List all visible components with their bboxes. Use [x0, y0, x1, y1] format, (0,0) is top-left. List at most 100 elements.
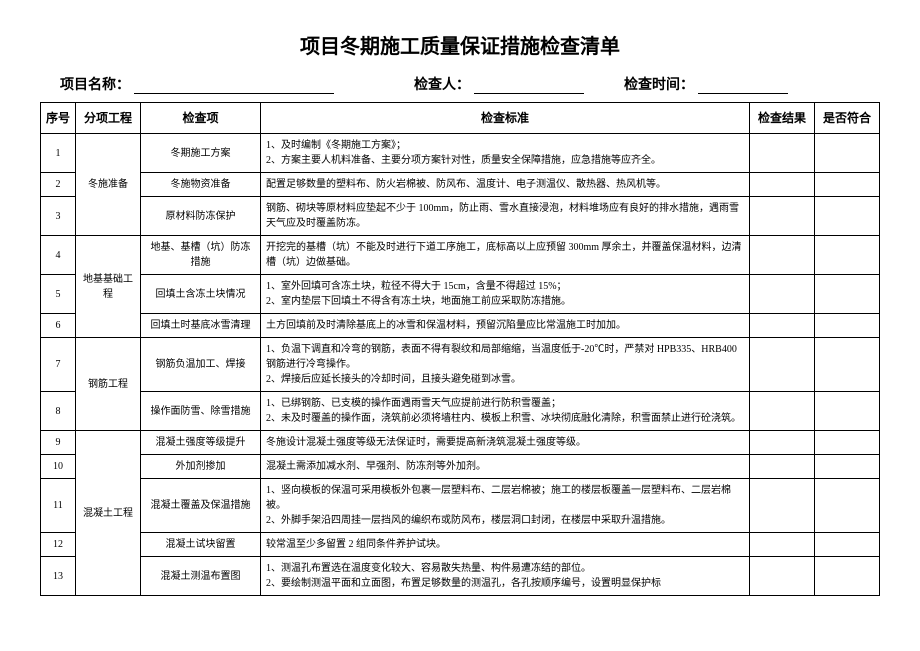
- seq-cell: 10: [41, 455, 76, 479]
- table-row: 11 混凝土覆盖及保温措施1、竖向模板的保温可采用模板外包裹一层塑料布、二层岩棉被…: [41, 479, 880, 533]
- conform-cell: [815, 557, 880, 596]
- conform-cell: [815, 392, 880, 431]
- item-cell: 地基、基槽（坑）防冻措施: [141, 236, 261, 275]
- item-cell: 回填土含冻土块情况: [141, 275, 261, 314]
- result-cell: [750, 173, 815, 197]
- table-body: 1冬施准备冬期施工方案1、及时编制《冬期施工方案》；2、方案主要人机料准备、主要…: [41, 134, 880, 596]
- project-name-line: [134, 93, 334, 94]
- item-cell: 回填土时基底冰雪清理: [141, 314, 261, 338]
- seq-cell: 2: [41, 173, 76, 197]
- result-cell: [750, 134, 815, 173]
- table-row: 12 混凝土试块留置较常温至少多留置 2 组同条件养护试块。: [41, 533, 880, 557]
- item-cell: 混凝土强度等级提升: [141, 431, 261, 455]
- seq-cell: 4: [41, 236, 76, 275]
- project-name-label: 项目名称：: [60, 74, 130, 94]
- standard-cell: 开挖完的基槽（坑）不能及时进行下道工序施工，底标高以上应预留 300mm 厚余土…: [261, 236, 750, 275]
- result-cell: [750, 431, 815, 455]
- item-cell: 混凝土覆盖及保温措施: [141, 479, 261, 533]
- result-cell: [750, 455, 815, 479]
- standard-cell: 配置足够数量的塑料布、防火岩棉被、防风布、温度计、电子测温仪、散热器、热风机等。: [261, 173, 750, 197]
- result-cell: [750, 338, 815, 392]
- item-cell: 操作面防雪、除雪措施: [141, 392, 261, 431]
- category-cell: 冬施准备: [76, 134, 141, 236]
- item-cell: 冬期施工方案: [141, 134, 261, 173]
- table-row: 1冬施准备冬期施工方案1、及时编制《冬期施工方案》；2、方案主要人机料准备、主要…: [41, 134, 880, 173]
- result-cell: [750, 479, 815, 533]
- table-row: 7钢筋工程钢筋负温加工、焊接1、负温下调直和冷弯的钢筋，表面不得有裂纹和局部缩缩…: [41, 338, 880, 392]
- seq-cell: 8: [41, 392, 76, 431]
- standard-cell: 钢筋、砌块等原材料应垫起不少于 100mm，防止雨、雪水直接浸泡，材料堆场应有良…: [261, 197, 750, 236]
- item-cell: 冬施物资准备: [141, 173, 261, 197]
- item-cell: 外加剂掺加: [141, 455, 261, 479]
- seq-cell: 11: [41, 479, 76, 533]
- standard-cell: 1、测温孔布置选在温度变化较大、容易散失热量、构件易遭冻结的部位。2、要绘制测温…: [261, 557, 750, 596]
- category-cell: 混凝土工程: [76, 431, 141, 596]
- conform-cell: [815, 455, 880, 479]
- seq-cell: 12: [41, 533, 76, 557]
- standard-cell: 冬施设计混凝土强度等级无法保证时，需要提高新浇筑混凝土强度等级。: [261, 431, 750, 455]
- project-name-field: 项目名称：: [60, 74, 334, 94]
- inspect-time-label: 检查时间：: [624, 74, 694, 94]
- conform-cell: [815, 533, 880, 557]
- category-cell: 钢筋工程: [76, 338, 141, 431]
- seq-cell: 9: [41, 431, 76, 455]
- table-row: 8 操作面防雪、除雪措施1、已绑钢筋、已支模的操作面遇雨雪天气应提前进行防积雪覆盖…: [41, 392, 880, 431]
- conform-cell: [815, 236, 880, 275]
- standard-cell: 较常温至少多留置 2 组同条件养护试块。: [261, 533, 750, 557]
- item-cell: 钢筋负温加工、焊接: [141, 338, 261, 392]
- col-item-header: 检查项: [141, 103, 261, 134]
- standard-cell: 1、及时编制《冬期施工方案》；2、方案主要人机料准备、主要分项方案针对性，质量安…: [261, 134, 750, 173]
- col-seq-header: 序号: [41, 103, 76, 134]
- conform-cell: [815, 275, 880, 314]
- inspect-time-line: [698, 93, 788, 94]
- checklist-table: 序号 分项工程 检查项 检查标准 检查结果 是否符合 1冬施准备冬期施工方案1、…: [40, 102, 880, 596]
- table-row: 10 外加剂掺加混凝土需添加减水剂、早强剂、防冻剂等外加剂。: [41, 455, 880, 479]
- conform-cell: [815, 479, 880, 533]
- result-cell: [750, 392, 815, 431]
- seq-cell: 1: [41, 134, 76, 173]
- col-category-header: 分项工程: [76, 103, 141, 134]
- col-result-header: 检查结果: [750, 103, 815, 134]
- header-row: 项目名称： 检查人： 检查时间：: [40, 74, 880, 94]
- col-standard-header: 检查标准: [261, 103, 750, 134]
- conform-cell: [815, 197, 880, 236]
- result-cell: [750, 557, 815, 596]
- col-conform-header: 是否符合: [815, 103, 880, 134]
- result-cell: [750, 314, 815, 338]
- page-title: 项目冬期施工质量保证措施检查清单: [40, 30, 880, 59]
- standard-cell: 1、室外回填可含冻土块，粒径不得大于 15cm，含量不得超过 15%；2、室内垫…: [261, 275, 750, 314]
- table-row: 2 冬施物资准备配置足够数量的塑料布、防火岩棉被、防风布、温度计、电子测温仪、散热…: [41, 173, 880, 197]
- seq-cell: 6: [41, 314, 76, 338]
- standard-cell: 1、已绑钢筋、已支模的操作面遇雨雪天气应提前进行防积雪覆盖；2、未及时覆盖的操作…: [261, 392, 750, 431]
- conform-cell: [815, 173, 880, 197]
- table-row: 4地基基础工程地基、基槽（坑）防冻措施开挖完的基槽（坑）不能及时进行下道工序施工…: [41, 236, 880, 275]
- standard-cell: 1、负温下调直和冷弯的钢筋，表面不得有裂纹和局部缩缩，当温度低于-20℃时，严禁…: [261, 338, 750, 392]
- result-cell: [750, 236, 815, 275]
- item-cell: 混凝土试块留置: [141, 533, 261, 557]
- standard-cell: 土方回填前及时清除基底上的冰雪和保温材料，预留沉陷量应比常温施工时加加。: [261, 314, 750, 338]
- item-cell: 混凝土测温布置图: [141, 557, 261, 596]
- seq-cell: 5: [41, 275, 76, 314]
- seq-cell: 3: [41, 197, 76, 236]
- conform-cell: [815, 431, 880, 455]
- table-row: 9混凝土工程混凝土强度等级提升冬施设计混凝土强度等级无法保证时，需要提高新浇筑混…: [41, 431, 880, 455]
- item-cell: 原材料防冻保护: [141, 197, 261, 236]
- seq-cell: 13: [41, 557, 76, 596]
- seq-cell: 7: [41, 338, 76, 392]
- result-cell: [750, 197, 815, 236]
- standard-cell: 1、竖向模板的保温可采用模板外包裹一层塑料布、二层岩棉被；施工的楼层板覆盖一层塑…: [261, 479, 750, 533]
- table-row: 13 混凝土测温布置图1、测温孔布置选在温度变化较大、容易散失热量、构件易遭冻结的…: [41, 557, 880, 596]
- table-row: 5 回填土含冻土块情况1、室外回填可含冻土块，粒径不得大于 15cm，含量不得超过…: [41, 275, 880, 314]
- conform-cell: [815, 314, 880, 338]
- table-header-row: 序号 分项工程 检查项 检查标准 检查结果 是否符合: [41, 103, 880, 134]
- table-row: 3 原材料防冻保护钢筋、砌块等原材料应垫起不少于 100mm，防止雨、雪水直接浸泡…: [41, 197, 880, 236]
- inspector-label: 检查人：: [414, 74, 470, 94]
- table-row: 6 回填土时基底冰雪清理土方回填前及时清除基底上的冰雪和保温材料，预留沉陷量应比常…: [41, 314, 880, 338]
- standard-cell: 混凝土需添加减水剂、早强剂、防冻剂等外加剂。: [261, 455, 750, 479]
- inspector-field: 检查人：: [414, 74, 584, 94]
- conform-cell: [815, 134, 880, 173]
- inspector-line: [474, 93, 584, 94]
- result-cell: [750, 533, 815, 557]
- conform-cell: [815, 338, 880, 392]
- result-cell: [750, 275, 815, 314]
